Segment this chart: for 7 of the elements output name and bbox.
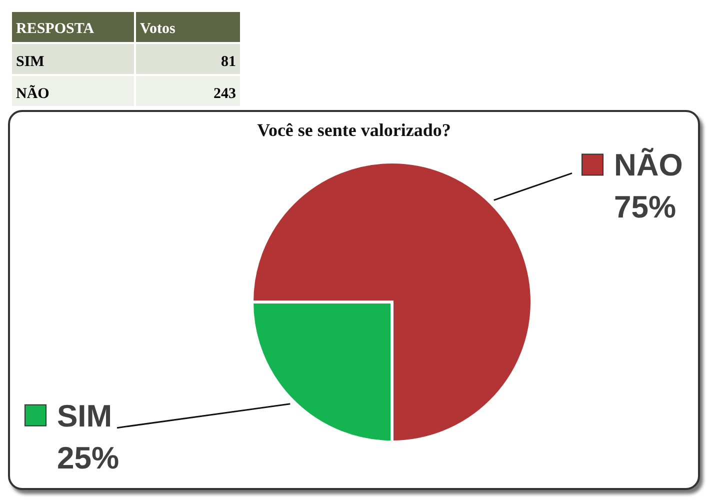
data-label: 75% (614, 190, 676, 225)
data-label: 25% (57, 440, 120, 476)
pie-slice (250, 160, 534, 444)
chart-title: Você se sente valorizado? (256, 120, 452, 141)
legend-label: NÃO (614, 148, 683, 183)
legend-label: SIM (57, 398, 112, 434)
vote-table: RESPOSTA Votos SIM 81 NÃO 243 (10, 10, 242, 108)
